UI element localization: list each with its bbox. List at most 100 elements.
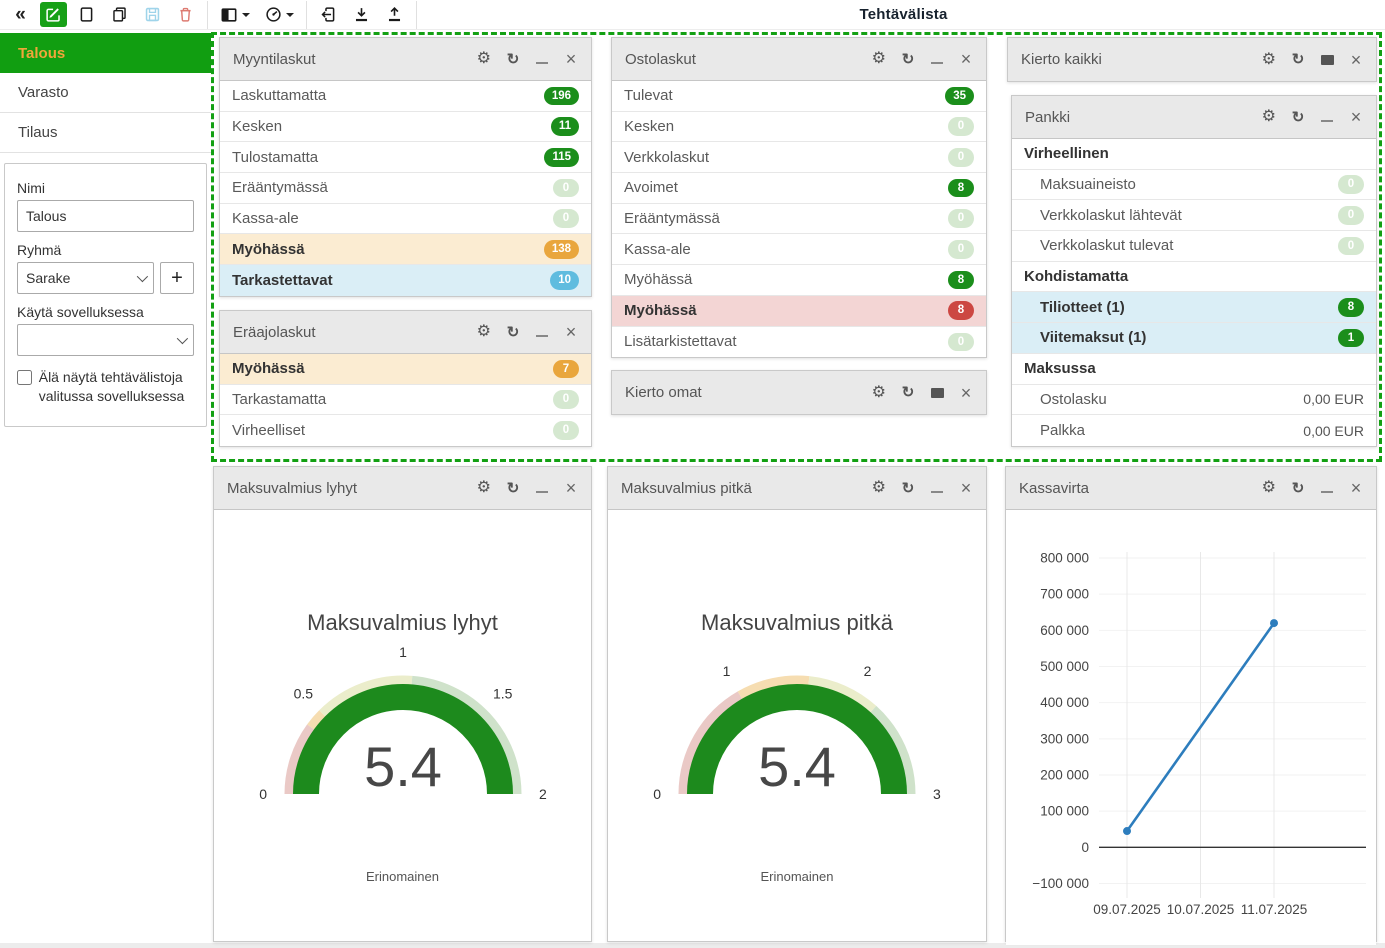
close-icon[interactable]: × (960, 49, 972, 69)
edit-button[interactable] (40, 2, 67, 27)
import-button[interactable] (315, 2, 342, 27)
collapse-sidebar-button[interactable]: « (7, 2, 34, 27)
count-badge: 0 (553, 421, 579, 441)
refresh-icon[interactable]: ↻ (901, 479, 915, 497)
refresh-icon[interactable]: ↻ (506, 323, 520, 341)
widget-header[interactable]: Ostolaskut ⚙ ↻ × (612, 38, 986, 81)
close-icon[interactable]: × (960, 382, 972, 403)
widget-header[interactable]: Pankki ⚙ ↻ × (1012, 96, 1376, 139)
close-icon[interactable]: × (1350, 49, 1362, 70)
settings-icon[interactable]: ⚙ (476, 323, 491, 340)
task-row[interactable]: Kassa-ale 0 (220, 203, 591, 235)
close-icon[interactable]: × (565, 49, 577, 69)
task-row[interactable]: Ostolasku 0,00 EUR (1012, 384, 1376, 416)
horizontal-scrollbar[interactable] (0, 943, 1385, 948)
settings-icon[interactable]: ⚙ (476, 50, 491, 67)
settings-icon[interactable]: ⚙ (871, 479, 886, 496)
svg-text:2: 2 (539, 786, 547, 802)
task-row[interactable]: Myöhässä 138 (220, 234, 591, 266)
widget-header[interactable]: Maksuvalmius pitkä ⚙ ↻ × (608, 467, 986, 510)
task-row[interactable]: Verkkolaskut lähtevät 0 (1012, 200, 1376, 232)
refresh-icon[interactable]: ↻ (1291, 108, 1305, 126)
group-select[interactable]: Sarake (17, 262, 154, 294)
task-label: Virheelliset (232, 422, 306, 440)
minimize-icon[interactable] (930, 54, 944, 64)
task-label: Myöhässä (624, 302, 697, 320)
close-icon[interactable]: × (1350, 478, 1362, 498)
refresh-icon[interactable]: ↻ (506, 479, 520, 497)
minimize-icon[interactable] (535, 54, 549, 64)
sidebar-item-tilaus[interactable]: Tilaus (0, 113, 211, 153)
task-row[interactable]: Tulevat 35 (612, 81, 986, 112)
sidebar-item-talous[interactable]: Talous (0, 33, 211, 73)
task-row[interactable]: Erääntymässä 0 (220, 173, 591, 204)
task-row[interactable]: Verkkolaskut 0 (612, 142, 986, 174)
widget-header[interactable]: Kierto kaikki ⚙ ↻ × (1008, 38, 1376, 81)
download-button[interactable] (348, 2, 375, 27)
task-row[interactable]: Erääntymässä 0 (612, 203, 986, 235)
task-row[interactable]: Myöhässä 8 (612, 295, 986, 327)
delete-button[interactable] (172, 2, 199, 27)
save-button[interactable] (139, 2, 166, 27)
settings-icon[interactable]: ⚙ (1261, 50, 1276, 68)
task-row[interactable]: Viitemaksut (1) 1 (1012, 323, 1376, 354)
close-icon[interactable]: × (565, 322, 577, 342)
task-row[interactable]: Avoimet 8 (612, 173, 986, 204)
task-row[interactable]: Verkkolaskut tulevat 0 (1012, 231, 1376, 262)
gauge-chart: 0 1 2 3 5.4 (653, 663, 941, 802)
settings-icon[interactable]: ⚙ (871, 383, 886, 401)
task-row[interactable]: Myöhässä 8 (612, 265, 986, 296)
restore-icon[interactable] (930, 387, 944, 398)
refresh-icon[interactable]: ↻ (901, 384, 915, 401)
task-row[interactable]: Tulostamatta 115 (220, 142, 591, 174)
app-select[interactable] (17, 324, 194, 356)
task-row[interactable]: Tarkastettavat 10 (220, 265, 591, 296)
close-icon[interactable]: × (1350, 107, 1362, 127)
task-row[interactable]: Tarkastamatta 0 (220, 384, 591, 416)
minimize-icon[interactable] (535, 483, 549, 493)
minimize-icon[interactable] (1320, 112, 1334, 122)
widget-header[interactable]: Maksuvalmius lyhyt ⚙ ↻ × (214, 467, 591, 510)
count-badge: 0 (948, 332, 974, 352)
settings-icon[interactable]: ⚙ (476, 479, 491, 496)
name-input[interactable] (17, 200, 194, 232)
task-row[interactable]: Palkka 0,00 EUR (1012, 415, 1376, 446)
refresh-icon[interactable]: ↻ (506, 50, 520, 68)
minimize-icon[interactable] (1320, 483, 1334, 493)
add-group-button[interactable]: + (160, 262, 194, 294)
count-badge: 0 (1338, 236, 1364, 256)
close-icon[interactable]: × (565, 478, 577, 498)
new-document-button[interactable] (73, 2, 100, 27)
minimize-icon[interactable] (930, 483, 944, 493)
copy-button[interactable] (106, 2, 133, 27)
settings-icon[interactable]: ⚙ (1261, 108, 1276, 125)
task-row[interactable]: Kassa-ale 0 (612, 234, 986, 266)
settings-icon[interactable]: ⚙ (1261, 479, 1276, 496)
task-row[interactable]: Myöhässä 7 (220, 354, 591, 385)
task-row[interactable]: Kesken 0 (612, 111, 986, 143)
task-row[interactable]: Laskuttamatta 196 (220, 81, 591, 112)
task-row[interactable]: Kesken 11 (220, 111, 591, 143)
restore-icon[interactable] (1320, 54, 1334, 65)
refresh-icon[interactable]: ↻ (901, 50, 915, 68)
task-row[interactable]: Tiliotteet (1) 8 (1012, 292, 1376, 324)
settings-icon[interactable]: ⚙ (871, 50, 886, 67)
refresh-icon[interactable]: ↻ (1291, 479, 1305, 497)
layout-columns-button[interactable] (216, 2, 254, 27)
task-row[interactable]: Virheelliset 0 (220, 415, 591, 447)
widget-header[interactable]: Kassavirta ⚙ ↻ × (1006, 467, 1376, 510)
widget-header[interactable]: Kierto omat ⚙ ↻ × (612, 371, 986, 414)
widget-header[interactable]: Eräajolaskut ⚙ ↻ × (220, 311, 591, 354)
hide-tasklists-checkbox[interactable] (17, 370, 32, 385)
caret-down-icon (242, 12, 250, 17)
widget-gallery-button[interactable] (260, 2, 298, 27)
widget-header[interactable]: Myyntilaskut ⚙ ↻ × (220, 38, 591, 81)
upload-button[interactable] (381, 2, 408, 27)
minimize-icon[interactable] (535, 327, 549, 337)
task-row[interactable]: Maksuaineisto 0 (1012, 169, 1376, 201)
close-icon[interactable]: × (960, 478, 972, 498)
gauge-circle-icon (265, 7, 281, 22)
task-row[interactable]: Lisätarkistettavat 0 (612, 326, 986, 358)
refresh-icon[interactable]: ↻ (1291, 51, 1305, 68)
sidebar-item-varasto[interactable]: Varasto (0, 73, 211, 113)
